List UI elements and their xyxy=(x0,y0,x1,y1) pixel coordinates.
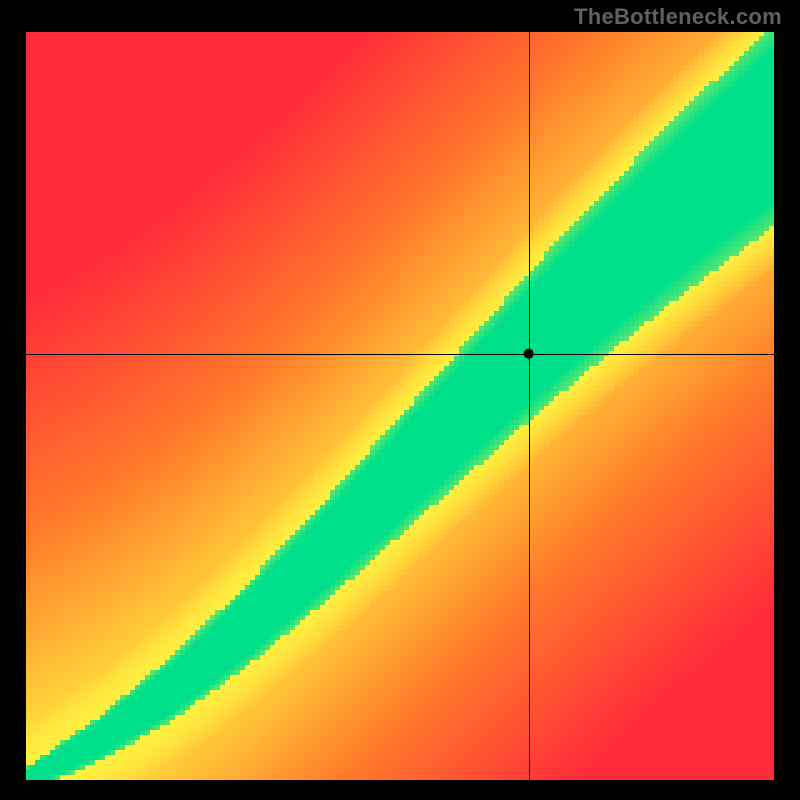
crosshair-overlay xyxy=(0,0,800,800)
chart-container: TheBottleneck.com xyxy=(0,0,800,800)
watermark-text: TheBottleneck.com xyxy=(574,4,782,30)
